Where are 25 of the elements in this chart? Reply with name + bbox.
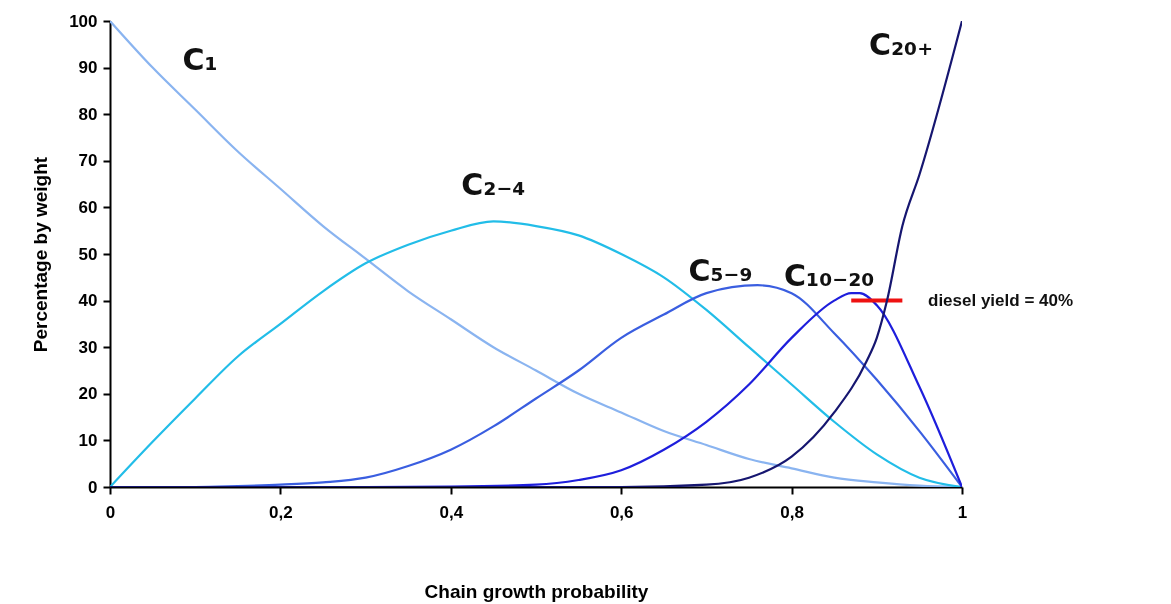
y-tick-label: 70 [78,151,98,171]
x-tick-label: 1 [957,502,968,522]
y-tick-label: 40 [78,291,98,311]
x-tick-label: 0,8 [780,502,804,522]
y-tick-label: 30 [78,337,98,357]
y-tick-label: 10 [78,430,98,450]
series-label: C₁ [182,42,218,77]
y-tick-label: 90 [78,58,98,78]
x-tick-label: 0,2 [269,502,293,522]
y-tick-label: 20 [78,384,98,404]
series-label: C₅₋₉ [688,253,753,289]
x-tick-label: 0,4 [439,502,464,522]
y-tick-label: 50 [78,244,98,264]
series-label: C₁₀₋₂₀ [784,258,875,294]
y-tick-label: 0 [88,477,98,497]
x-tick-label: 0 [105,502,116,522]
annotation: diesel yield = 40% [928,291,1074,310]
y-axis-title: Percentage by weight [30,156,52,353]
y-tick-label: 60 [78,197,98,217]
x-tick-label: 0,6 [609,502,634,522]
series-label: C₂₋₄ [461,167,526,203]
series-label: C₂₀₊ [868,27,934,62]
y-tick-label: 80 [78,104,98,124]
x-axis-title: Chain growth probability [424,580,649,602]
y-tick-label: 100 [69,11,98,31]
